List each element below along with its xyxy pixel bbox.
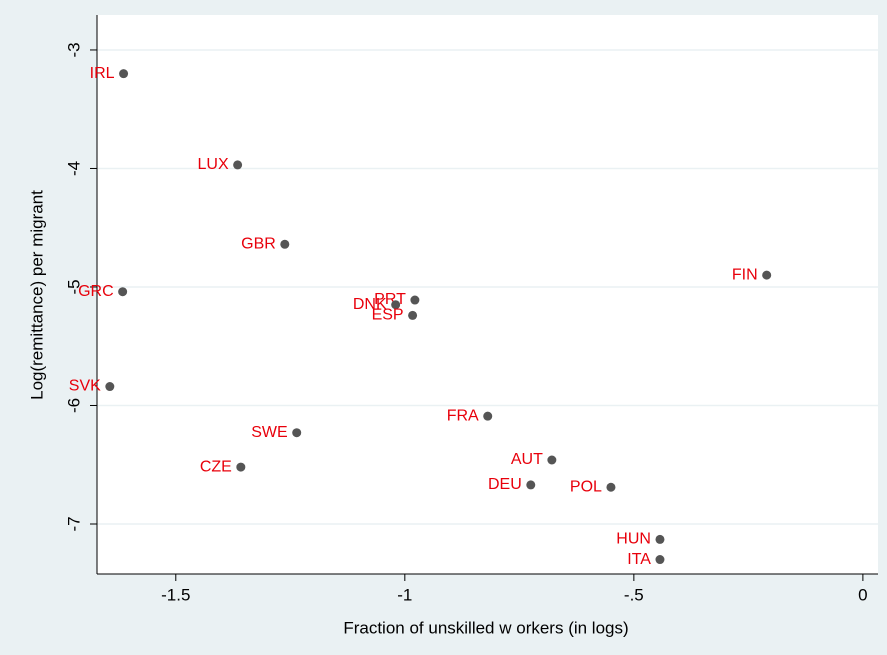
point-label: SVK — [69, 378, 101, 395]
point — [280, 239, 290, 249]
point — [655, 555, 665, 565]
point-label: GRC — [78, 283, 114, 300]
point — [408, 310, 418, 320]
point-label: AUT — [511, 451, 543, 468]
x-axis-title: Fraction of unskilled w orkers (in logs) — [343, 618, 628, 637]
point-label: GBR — [241, 236, 276, 253]
point-label: IRL — [90, 65, 115, 82]
point-label: HUN — [616, 531, 651, 548]
y-tick-label: -3 — [64, 42, 83, 57]
point-label: DEU — [488, 476, 522, 493]
point — [233, 160, 243, 170]
y-tick-label: -7 — [64, 516, 83, 531]
point — [118, 287, 128, 297]
point-label: FIN — [732, 266, 758, 283]
y-tick-label: -4 — [64, 161, 83, 176]
point — [762, 270, 772, 280]
plot-area — [97, 15, 878, 574]
point — [236, 462, 246, 472]
point — [410, 295, 420, 305]
point-label: FRA — [447, 407, 479, 424]
point-label: CZE — [200, 458, 232, 475]
point — [526, 480, 536, 490]
point — [119, 69, 129, 79]
point — [547, 455, 557, 465]
point-label: SWE — [251, 424, 287, 441]
y-tick-label: -6 — [64, 398, 83, 413]
point-label: LUX — [198, 156, 229, 173]
y-axis-title: Log(remittance) per migrant — [27, 190, 46, 400]
point-label: ESP — [372, 307, 404, 324]
x-tick-label: -1.5 — [161, 585, 190, 604]
point-label: DNK — [353, 296, 387, 313]
x-tick-label: -.5 — [624, 585, 644, 604]
point — [391, 300, 401, 310]
point — [292, 428, 302, 438]
point — [655, 534, 665, 544]
point-label: POL — [570, 478, 602, 495]
x-tick-label: -1 — [397, 585, 412, 604]
point — [606, 482, 616, 492]
point-label: ITA — [627, 551, 651, 568]
point — [483, 411, 493, 421]
y-tick-label: -5 — [64, 279, 83, 294]
point — [105, 382, 115, 392]
x-tick-label: 0 — [858, 585, 867, 604]
